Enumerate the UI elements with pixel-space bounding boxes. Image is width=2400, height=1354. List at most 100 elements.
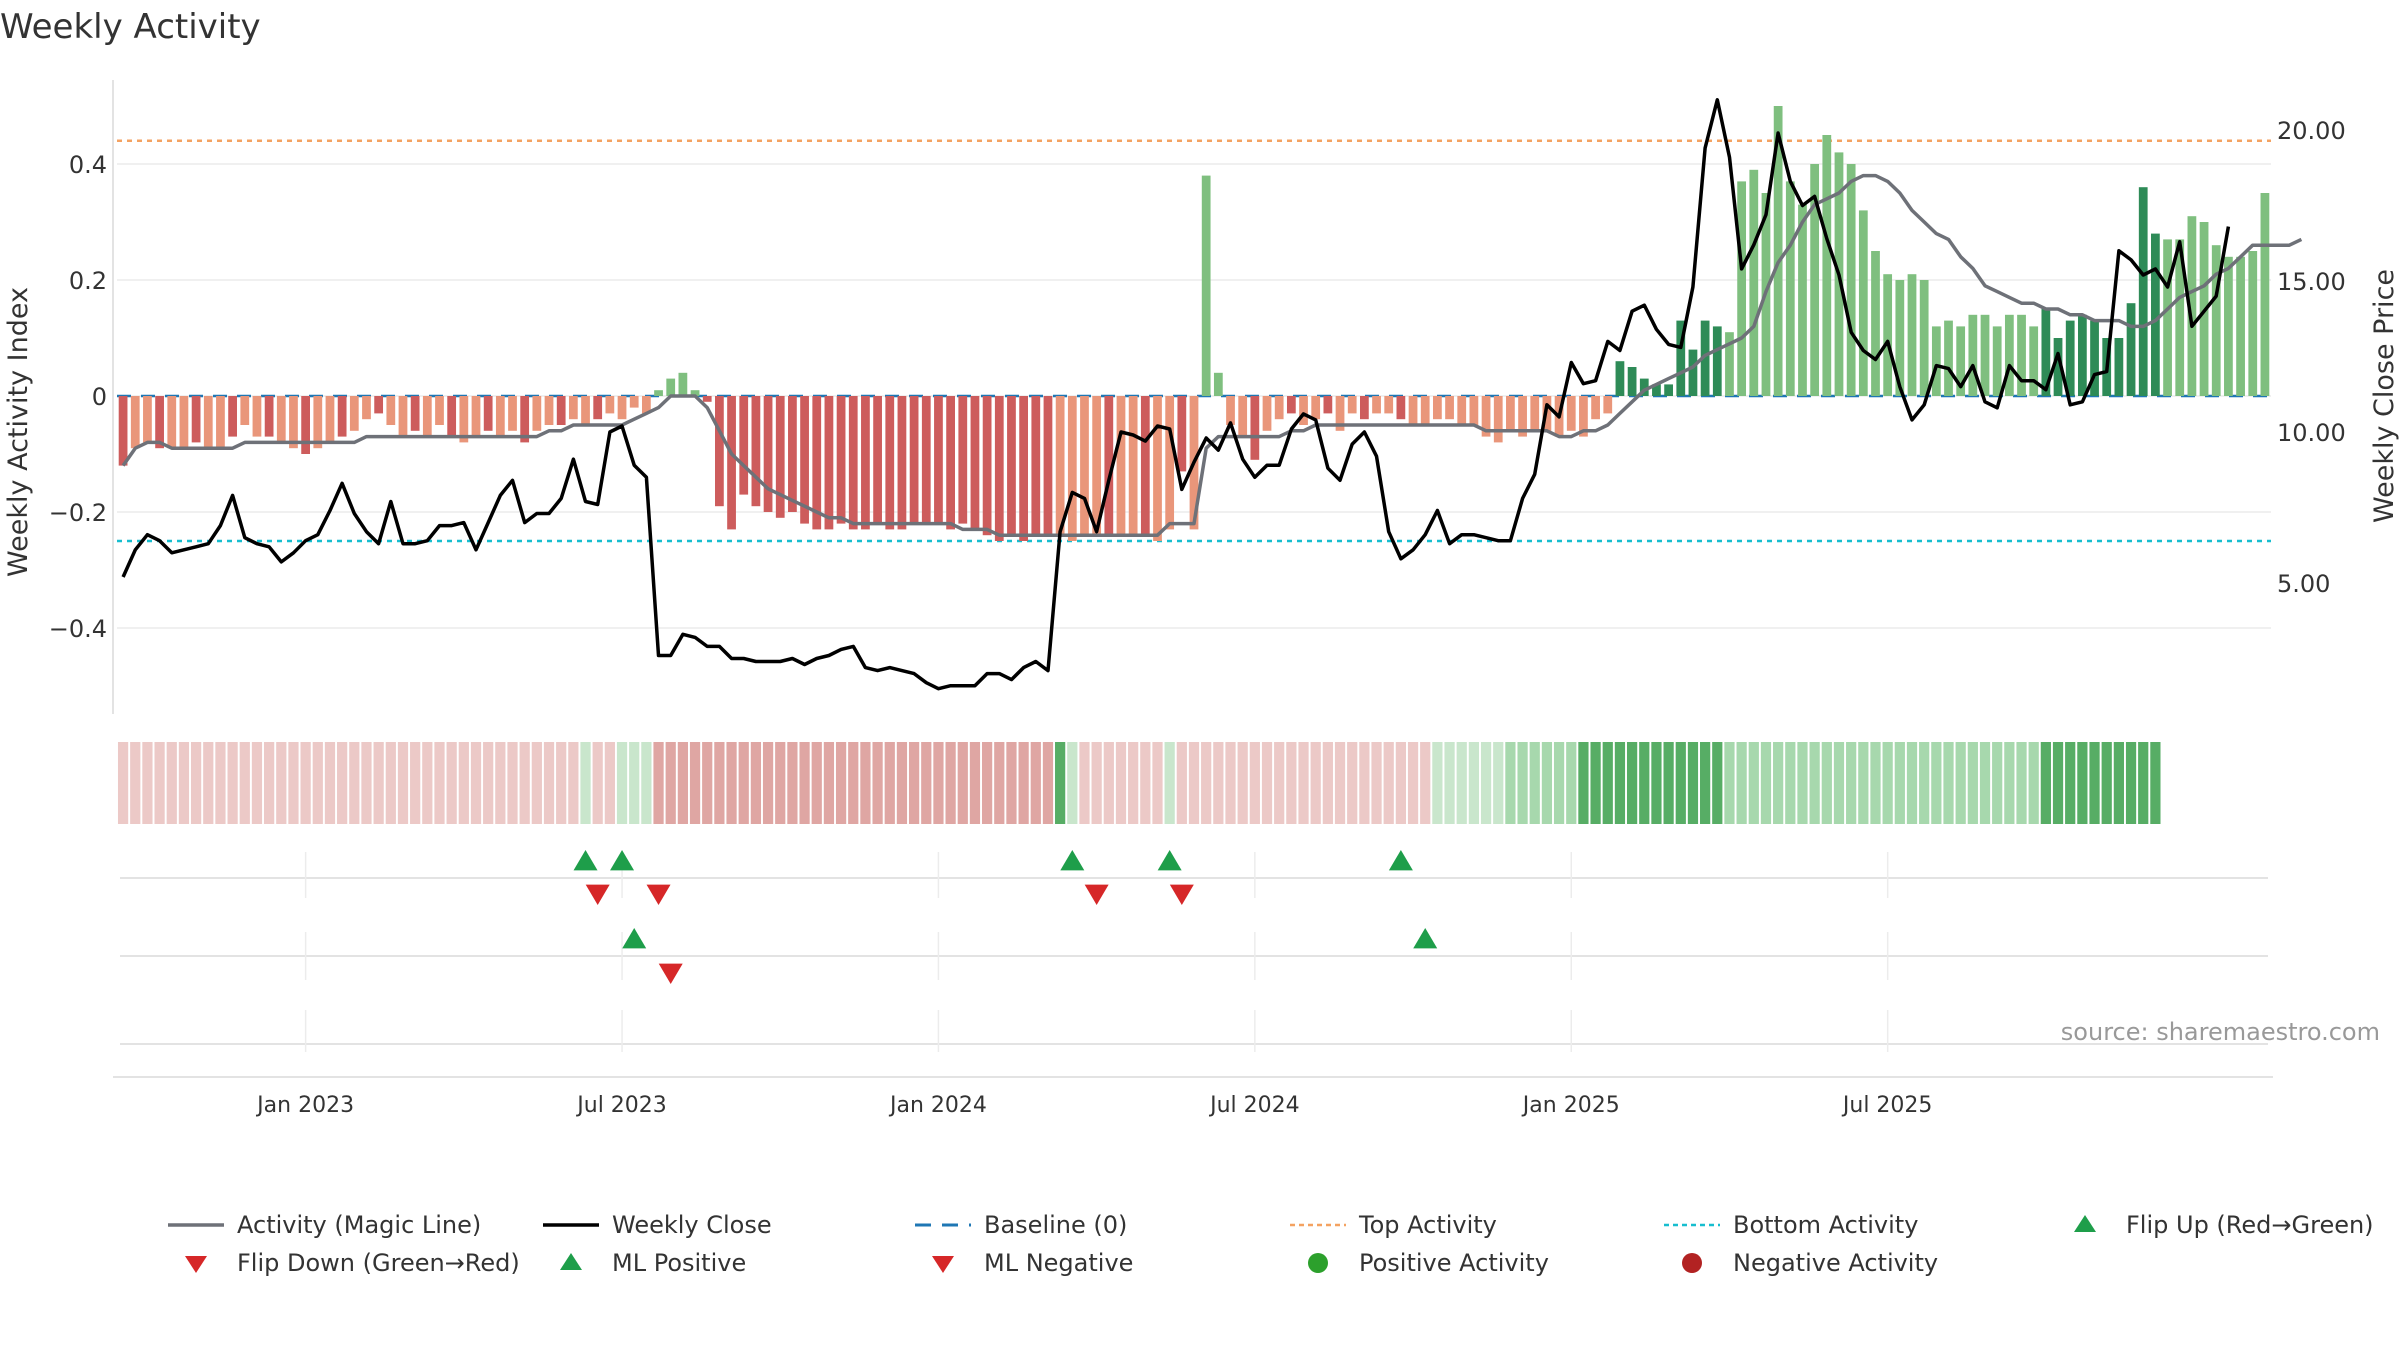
strip-cell: [665, 742, 676, 824]
x-tick-label: Jul 2023: [575, 1093, 667, 1118]
strip-cell: [884, 742, 895, 824]
event-panels: [113, 850, 2273, 1078]
activity-bar: [1968, 314, 1978, 396]
activity-bar: [751, 396, 761, 507]
strip-cell: [921, 742, 932, 824]
activity-bar: [1299, 396, 1308, 425]
activity-bar: [1092, 396, 1102, 536]
strip-cell: [2065, 742, 2076, 824]
y2-tick-label: 20.00: [2277, 117, 2346, 145]
strip-cell: [1480, 742, 1492, 824]
activity-bar: [1858, 210, 1868, 396]
activity-bar: [1311, 396, 1321, 420]
activity-bar: [788, 396, 797, 512]
activity-bar: [1140, 396, 1150, 536]
activity-bar: [1688, 349, 1698, 396]
legend-item: Top Activity: [1290, 1211, 1497, 1239]
activity-bar: [1007, 396, 1016, 536]
strip-cell: [2125, 742, 2137, 824]
strip-cell: [1748, 742, 1759, 824]
strip-cell: [2113, 742, 2124, 824]
activity-bar: [130, 396, 140, 449]
flipup-legend-swatch: [2074, 1215, 2096, 1232]
strip-cell: [750, 742, 762, 824]
activity-bar: [228, 396, 237, 437]
strip-cell: [1140, 742, 1151, 824]
activity-bar: [532, 396, 542, 431]
strip-cell: [1687, 742, 1699, 824]
ml-positive-marker: [622, 928, 647, 949]
activity-bar: [885, 396, 895, 530]
y-tick-label: 0.4: [69, 151, 107, 179]
strip-cell: [1614, 742, 1626, 824]
legend: Activity (Magic Line) Weekly Close Baselin…: [168, 1211, 2374, 1277]
x-axis: Jan 2023 Jul 2023 Jan 2024 Jul 2024 Jan 2025…: [255, 1093, 1932, 1118]
strip-cell: [799, 742, 810, 824]
activity-bar: [483, 396, 493, 431]
strip-cell: [1566, 742, 1577, 824]
strip-cell: [1943, 742, 1954, 824]
activity-bar: [1347, 396, 1357, 414]
activity-bar: [666, 378, 676, 396]
activity-bar: [1615, 361, 1625, 396]
strip-cell: [1188, 742, 1200, 824]
strip-cell: [1432, 742, 1443, 824]
strip-cell: [2040, 742, 2051, 824]
strip-cell: [714, 742, 725, 824]
flip-down-marker: [1084, 884, 1109, 905]
activity-bar: [1493, 396, 1503, 443]
strip-cell: [1541, 742, 1553, 824]
activity-bar: [2004, 314, 2014, 396]
activity-bar: [276, 396, 286, 443]
strip-cell: [276, 742, 287, 824]
activity-bar: [617, 396, 627, 420]
strip-cell: [130, 742, 141, 824]
activity-bar: [1250, 396, 1260, 460]
activity-bar: [958, 396, 968, 524]
strip-cell: [641, 742, 652, 824]
strip-cell: [1833, 742, 1845, 824]
strip-cell: [1553, 742, 1565, 824]
activity-bar: [970, 396, 980, 530]
strip-cell: [702, 742, 713, 824]
activity-bar: [1469, 396, 1479, 425]
activity-bar: [641, 396, 651, 414]
activity-bar: [1165, 396, 1175, 530]
strip-cell: [1590, 742, 1601, 824]
strip-cell: [1286, 742, 1297, 824]
activity-bar: [1871, 251, 1880, 396]
strip-cell: [215, 742, 226, 824]
strip-cell: [166, 742, 177, 824]
mlneg-legend-swatch: [932, 1256, 954, 1273]
activity-bar: [775, 396, 785, 518]
activity-bar: [1226, 396, 1235, 425]
strip-cell: [860, 742, 871, 824]
activity-bar: [508, 396, 517, 431]
activity-bar: [702, 396, 712, 402]
strip-cell: [385, 742, 396, 824]
activity-bar: [325, 396, 335, 443]
activity-bar: [203, 396, 213, 449]
strip-cell: [495, 742, 506, 824]
strip-cell: [908, 742, 920, 824]
activity-bar: [2017, 314, 2026, 396]
strip-cell: [896, 742, 908, 824]
activity-bar: [1019, 396, 1029, 541]
strip-cell: [1700, 742, 1711, 824]
legend-label: Bottom Activity: [1733, 1211, 1918, 1239]
activity-bar: [264, 396, 274, 437]
activity-bar: [1384, 396, 1394, 414]
strip-cell: [397, 742, 409, 824]
activity-bar: [873, 396, 882, 524]
y-axis-label: Weekly Activity Index: [3, 287, 34, 577]
activity-bar: [2114, 338, 2124, 396]
strip-cell: [2016, 742, 2027, 824]
activity-bar: [1749, 169, 1759, 396]
activity-bar: [1420, 396, 1430, 425]
activity-bar: [313, 396, 323, 449]
strip-cell: [1115, 742, 1127, 824]
activity-bar: [155, 396, 164, 449]
activity-bar: [678, 372, 688, 396]
activity-bar: [1518, 396, 1527, 437]
legend-item: ML Positive: [560, 1249, 746, 1277]
